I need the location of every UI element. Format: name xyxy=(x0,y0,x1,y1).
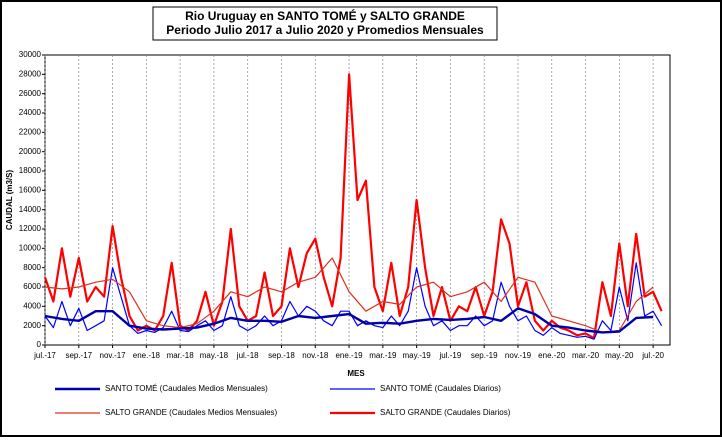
y-tick-label: 16000 xyxy=(19,185,42,194)
y-tick-label: 30000 xyxy=(19,50,42,59)
x-tick-label: mar.-20 xyxy=(572,351,600,360)
x-tick-label: may.-18 xyxy=(200,351,229,360)
x-tick-label: sep.-18 xyxy=(268,351,295,360)
x-tick-label: ene.-19 xyxy=(335,351,363,360)
y-tick-label: 22000 xyxy=(19,127,42,136)
y-tick-label: 24000 xyxy=(19,108,42,117)
legend-label: SANTO TOMÉ (Caudales Diarios) xyxy=(380,384,501,393)
y-tick-label: 0 xyxy=(37,340,42,349)
series-line xyxy=(44,262,663,340)
y-tick-label: 26000 xyxy=(19,89,42,98)
chart-subtitle: Periodo Julio 2017 a Julio 2020 y Promed… xyxy=(166,23,484,37)
x-tick-label: jul.-19 xyxy=(439,351,462,360)
y-tick-label: 10000 xyxy=(19,243,42,252)
x-tick-label: ene.-18 xyxy=(133,351,161,360)
y-tick-label: 4000 xyxy=(23,301,41,310)
x-tick-label: mar.-18 xyxy=(167,351,195,360)
y-tick-label: 20000 xyxy=(19,147,42,156)
title-box xyxy=(152,6,498,41)
y-tick-label: 12000 xyxy=(19,224,42,233)
x-tick-label: may.-20 xyxy=(605,351,634,360)
x-tick-label: nov.-17 xyxy=(100,351,127,360)
x-tick-label: jul.-18 xyxy=(236,351,259,360)
x-tick-label: ene.-20 xyxy=(538,351,566,360)
legend-label: SANTO TOMÉ (Caudales Medios Mensuales) xyxy=(105,384,268,393)
y-tick-label: 8000 xyxy=(23,263,41,272)
x-tick-label: nov.-18 xyxy=(302,351,329,360)
x-tick-label: may.-19 xyxy=(402,351,431,360)
series-line xyxy=(44,307,654,334)
y-tick-label: 28000 xyxy=(19,69,42,78)
y-axis-label: CAUDAL (m3/S) xyxy=(5,170,14,231)
x-tick-label: jul.-20 xyxy=(641,351,664,360)
chart-title: Rio Uruguay en SANTO TOMÉ y SALTO GRANDE xyxy=(185,8,465,23)
legend-label: SALTO GRANDE (Caudales Diarios) xyxy=(380,408,511,417)
series-line xyxy=(44,257,654,333)
y-tick-label: 14000 xyxy=(19,205,42,214)
x-tick-label: sep.-19 xyxy=(471,351,498,360)
x-tick-label: sep.-17 xyxy=(65,351,92,360)
y-tick-label: 18000 xyxy=(19,166,42,175)
x-axis-label: MES xyxy=(347,369,365,378)
y-tick-label: 2000 xyxy=(23,321,41,330)
x-tick-label: nov.-19 xyxy=(505,351,532,360)
legend-label: SALTO GRANDE (Caudales Medios Mensuales) xyxy=(105,408,278,417)
x-tick-label: jul.-17 xyxy=(33,351,56,360)
y-tick-label: 6000 xyxy=(23,282,41,291)
x-tick-label: mar.-19 xyxy=(369,351,397,360)
